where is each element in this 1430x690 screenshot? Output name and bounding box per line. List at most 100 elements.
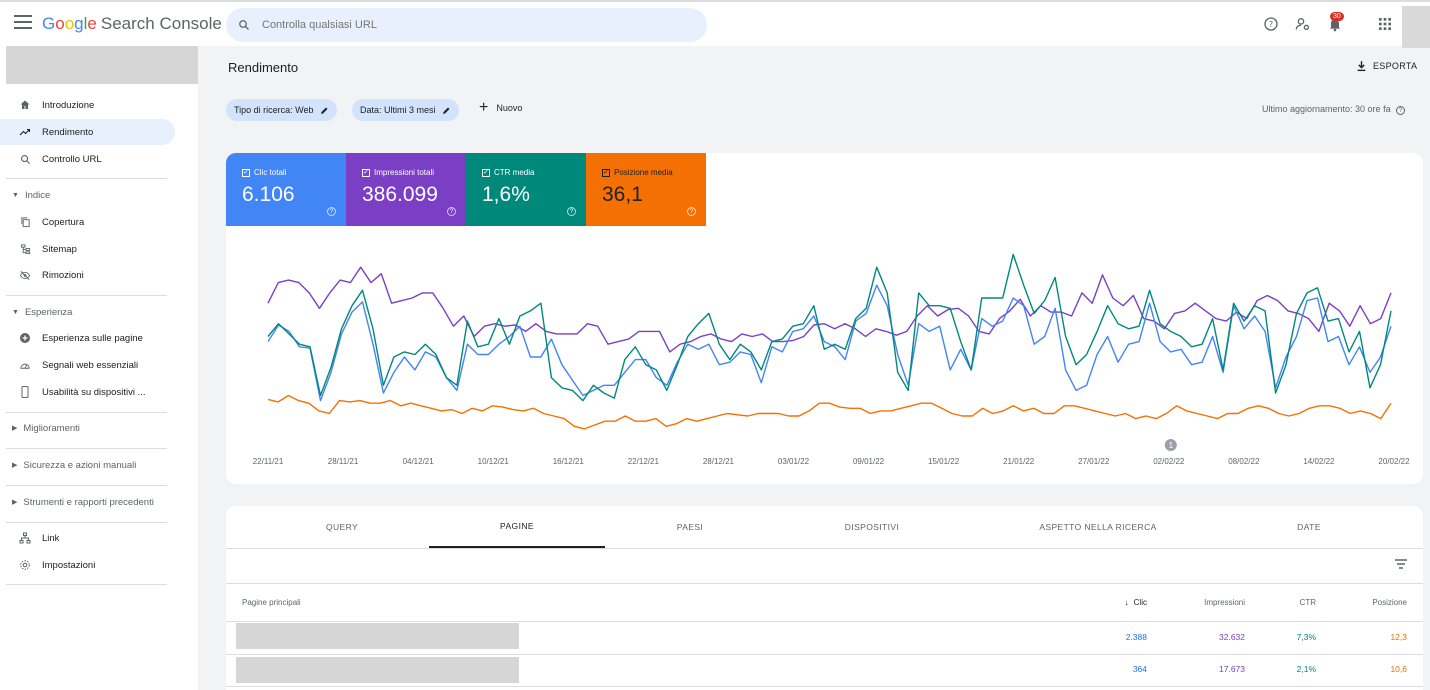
sidebar-item-impostazioni[interactable]: Impostazioni [0, 552, 175, 578]
edit-icon [320, 107, 328, 114]
sidebar-item-label: Rimozioni [42, 269, 84, 281]
tab-date[interactable]: DATE [1297, 522, 1321, 532]
checkbox-checked-icon[interactable]: ✓ [242, 168, 250, 177]
logo-letter: e [87, 14, 97, 33]
tab-aspetto[interactable]: ASPETTO NELLA RICERCA [1039, 522, 1157, 532]
chip-label: Data: Ultimi 3 mesi [360, 105, 436, 115]
sitemap-icon [18, 242, 32, 256]
tab-pagine[interactable]: PAGINE [429, 506, 605, 548]
checkbox-checked-icon[interactable]: ✓ [482, 168, 490, 177]
series-line[interactable] [267, 394, 1392, 430]
section-esperienza[interactable]: ▼ Esperienza [0, 301, 175, 323]
filter-chip-search-type[interactable]: Tipo di ricerca: Web [226, 99, 337, 121]
cell-clicks: 364 [1132, 664, 1147, 674]
help-icon[interactable]: ? [1396, 106, 1406, 115]
edit-icon [442, 107, 450, 114]
section-miglioramenti[interactable]: ▶ Miglioramenti [0, 417, 175, 439]
checkbox-checked-icon[interactable]: ✓ [602, 168, 610, 177]
svg-text:?: ? [1269, 20, 1273, 29]
sidebar-item-sitemap[interactable]: Sitemap [0, 236, 175, 262]
metric-card-clicks[interactable]: ✓ Clic totali 6.106 ? [226, 153, 346, 226]
x-tick-label: 28/11/21 [328, 457, 359, 466]
help-icon[interactable]: ? [1263, 16, 1279, 32]
x-tick-label: 04/12/21 [403, 457, 435, 466]
sidebar-item-introduzione[interactable]: Introduzione [0, 92, 175, 118]
section-strumenti[interactable]: ▶ Strumenti e rapporti precedenti [0, 491, 175, 513]
expand-icon: ▶ [12, 499, 18, 506]
x-tick-label: 09/01/22 [853, 457, 885, 466]
home-icon [18, 98, 32, 112]
tab-query[interactable]: QUERY [325, 522, 359, 532]
sidebar-item-rendimento[interactable]: Rendimento [0, 119, 175, 145]
export-button[interactable]: ESPORTA [1356, 60, 1417, 72]
new-filter-button[interactable]: + Nuovo [479, 100, 522, 116]
section-label: Miglioramenti [23, 422, 80, 434]
checkbox-checked-icon[interactable]: ✓ [362, 168, 370, 177]
metric-label: Clic totali [254, 168, 287, 177]
sidebar-item-controllo-url[interactable]: Controllo URL [0, 146, 175, 172]
series-line[interactable] [267, 266, 1392, 353]
column-header-ctr[interactable]: CTR [1299, 598, 1316, 607]
performance-line-chart[interactable]: 1 22/11/21 28/11/21 04/12/21 10/12/21 16/12/2… [226, 226, 1423, 484]
last-updated-text: Ultimo aggiornamento: 30 ore fa [1262, 104, 1391, 114]
sidebar-item-rimozioni[interactable]: Rimozioni [0, 262, 175, 288]
sidebar-item-usabilita[interactable]: Usabilità su dispositivi ... [0, 379, 175, 405]
metric-card-ctr[interactable]: ✓ CTR media 1,6% ? [466, 153, 586, 226]
divider [226, 686, 1423, 687]
metric-card-position[interactable]: ✓ Posizione media 36,1 ? [586, 153, 706, 226]
column-header-clicks[interactable]: ↓ Clic [1125, 598, 1147, 607]
sidebar-item-label: Sitemap [42, 243, 77, 255]
help-icon[interactable]: ? [567, 207, 576, 216]
search-input[interactable] [262, 19, 662, 31]
section-indice[interactable]: ▼ Indice [0, 184, 175, 206]
cell-clicks: 2.388 [1125, 632, 1147, 642]
help-icon[interactable]: ? [447, 207, 456, 216]
section-sicurezza[interactable]: ▶ Sicurezza e azioni manuali [0, 454, 175, 476]
performance-chart-card: ✓ Clic totali 6.106 ? ✓ Impressioni totali… [226, 153, 1423, 484]
manage-accounts-icon[interactable] [1295, 16, 1311, 32]
sidebar-item-esperienza-pagine[interactable]: Esperienza sulle pagine [0, 325, 175, 351]
notifications-icon[interactable] [1327, 16, 1343, 32]
divider [6, 448, 167, 449]
apps-icon[interactable] [1377, 16, 1393, 32]
column-header-impressions[interactable]: Impressioni [1204, 598, 1245, 607]
svg-text:1: 1 [1169, 441, 1174, 450]
column-header-position[interactable]: Posizione [1372, 598, 1407, 607]
export-label: ESPORTA [1373, 61, 1418, 71]
sidebar: Introduzione Rendimento Controllo URL ▼ I… [0, 46, 198, 690]
logo-letter: g [74, 14, 84, 33]
x-tick-label: 21/01/22 [1003, 457, 1035, 466]
url-inspection-search[interactable] [226, 8, 707, 42]
property-selector[interactable] [6, 46, 198, 84]
series-line[interactable] [267, 284, 1392, 402]
smartphone-icon [18, 385, 32, 399]
cell-impressions: 32.632 [1219, 632, 1245, 642]
product-logo[interactable]: Google Search Console [42, 14, 222, 34]
metric-card-impressions[interactable]: ✓ Impressioni totali 386.099 ? [346, 153, 466, 226]
logo-letter: o [64, 14, 75, 33]
tab-paesi[interactable]: PAESI [676, 522, 704, 532]
divider [6, 485, 167, 486]
menu-icon[interactable] [14, 15, 32, 29]
filter-chip-date[interactable]: Data: Ultimi 3 mesi [352, 99, 459, 121]
sidebar-item-label: Impostazioni [42, 559, 96, 571]
tab-dispositivi[interactable]: DISPOSITIVI [844, 522, 900, 532]
sidebar-item-link[interactable]: Link [0, 525, 175, 551]
filter-icon[interactable] [1394, 558, 1408, 570]
account-avatar[interactable] [1402, 6, 1430, 48]
help-icon[interactable]: ? [687, 207, 696, 216]
trending-up-icon [18, 125, 32, 139]
sidebar-item-copertura[interactable]: Copertura [0, 209, 175, 235]
download-icon [1357, 61, 1366, 72]
series-line[interactable] [267, 253, 1392, 402]
annotation-marker[interactable]: 1 [1164, 439, 1177, 451]
table-row-url[interactable] [236, 657, 519, 683]
table-row-url[interactable] [236, 623, 519, 649]
sidebar-item-label: Rendimento [42, 126, 94, 138]
speed-icon [18, 358, 32, 372]
divider [226, 583, 1423, 584]
divider [226, 654, 1423, 655]
sidebar-item-segnali-web[interactable]: Segnali web essenziali [0, 352, 175, 378]
help-icon[interactable]: ? [327, 207, 336, 216]
